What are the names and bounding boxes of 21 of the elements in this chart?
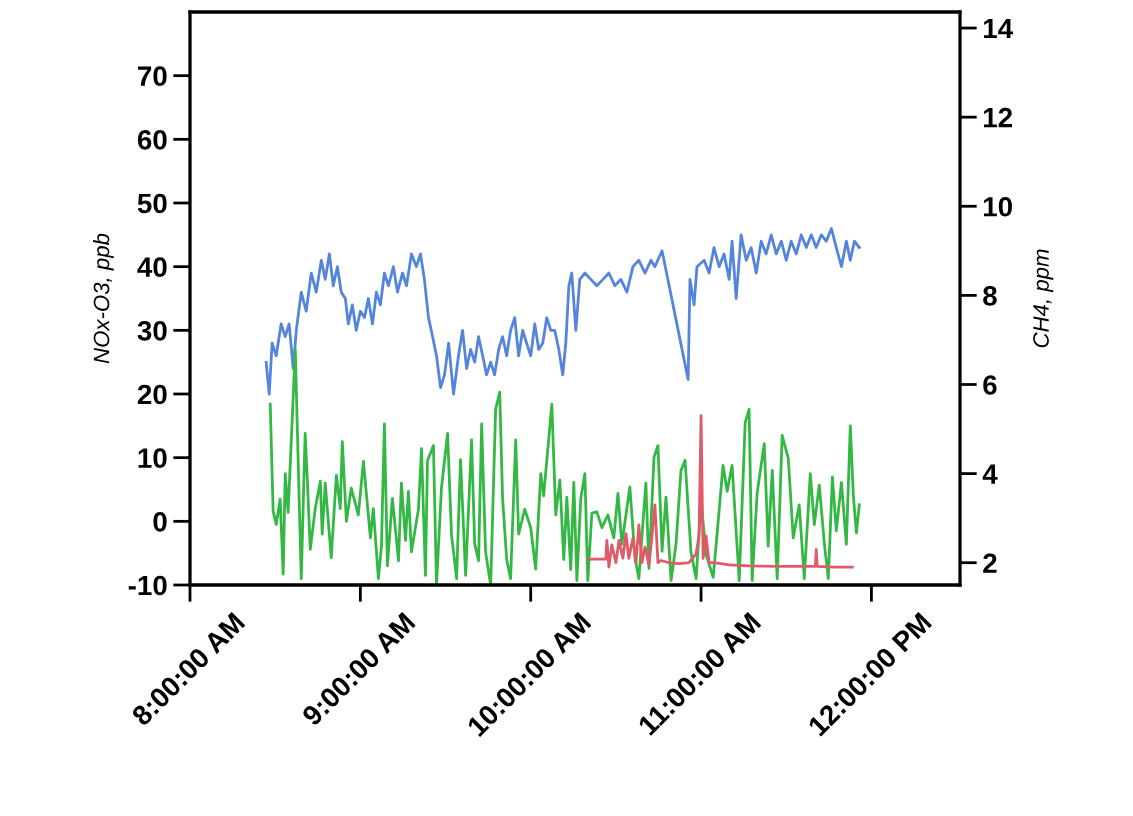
y2-tick-label: 6 — [983, 375, 997, 395]
y-axis-title: NOx-O3, ppb — [93, 233, 114, 364]
y2-tick-label: 2 — [983, 553, 997, 573]
y-tick-label: -10 — [128, 575, 167, 596]
y-tick-label: 50 — [137, 193, 167, 214]
line-series — [268, 348, 861, 585]
line-series — [264, 227, 861, 396]
y2-tick-label: 10 — [983, 196, 1012, 217]
y2-tick-label: 14 — [983, 19, 1013, 39]
y-tick-label: 10 — [138, 448, 167, 469]
y-tick-label: 0 — [153, 512, 167, 532]
y2-axis-title: CH4, ppm — [1033, 249, 1054, 348]
y2-tick-label: 4 — [982, 464, 998, 484]
y-tick-label: 40 — [137, 257, 167, 278]
y2-tick-label: 12 — [983, 107, 1013, 128]
y-tick-label: 70 — [138, 66, 167, 87]
y2-tick-label: 8 — [983, 286, 997, 306]
y-tick-label: 60 — [137, 130, 167, 150]
y-tick-label: 30 — [137, 321, 167, 341]
y-tick-label: 20 — [137, 384, 167, 405]
line-series — [587, 414, 854, 569]
